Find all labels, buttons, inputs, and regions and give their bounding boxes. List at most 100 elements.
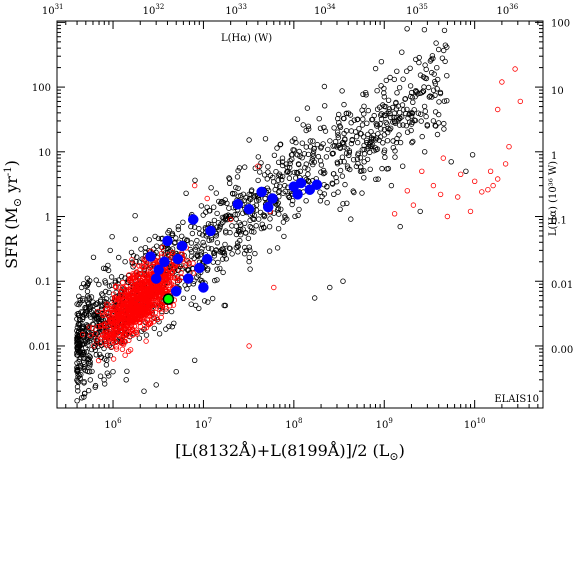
data-point-s1-1041	[104, 338, 110, 345]
data-point-s2-21	[295, 177, 307, 189]
data-point-s0-932	[246, 137, 252, 143]
data-point-s0-43	[107, 352, 114, 359]
data-point-s0-741	[361, 146, 367, 153]
data-point-s1-789	[156, 306, 163, 312]
data-point-s0-924	[423, 66, 429, 73]
data-point-s0-739	[115, 277, 122, 283]
data-point-s0-1322	[340, 201, 346, 207]
data-point-s0-319	[96, 281, 102, 288]
data-point-s0-477	[85, 387, 92, 394]
data-point-s1-1015	[136, 263, 142, 269]
data-point-s0-1251	[346, 149, 353, 156]
data-point-s0-1188	[388, 114, 394, 121]
y-axis-title-close: )	[2, 160, 21, 166]
data-point-s0-1214	[330, 181, 336, 187]
data-point-s1-1073	[255, 163, 261, 169]
data-point-s0-626	[293, 175, 299, 181]
data-point-s2-8	[183, 273, 194, 284]
data-point-s0-1334	[214, 277, 220, 283]
data-point-s0-619	[237, 192, 244, 199]
y-axis-title-sub: ⊙	[11, 198, 24, 207]
data-point-s0-1264	[218, 200, 224, 206]
data-point-s0-1137	[303, 161, 309, 167]
data-point-s0-919	[248, 228, 255, 235]
data-point-s0-1337	[76, 312, 82, 319]
data-point-s0-885	[322, 103, 328, 109]
data-point-s1-559	[127, 347, 134, 353]
data-point-s0-568	[360, 91, 366, 97]
data-point-s1-805	[153, 314, 159, 321]
data-point-s0-807	[311, 145, 317, 152]
data-point-s0-1168	[386, 106, 393, 112]
data-point-s0-1120	[359, 168, 365, 174]
data-point-s2-15	[243, 203, 255, 215]
data-point-s1-445	[122, 352, 128, 358]
data-point-s0-194	[430, 87, 437, 93]
data-point-s1-1069	[499, 79, 505, 85]
data-point-s0-1410	[191, 357, 198, 363]
data-point-s1-161	[95, 323, 101, 330]
data-point-s1-1020	[178, 269, 184, 276]
data-point-s0-573	[379, 165, 385, 172]
data-point-s1-860	[79, 331, 86, 338]
data-point-s0-1207	[97, 373, 104, 379]
data-point-s0-1157	[188, 240, 195, 246]
data-point-s1-872	[136, 279, 142, 285]
data-point-s0-566	[84, 355, 90, 362]
data-point-s0-1351	[350, 188, 356, 194]
data-point-s0-830	[308, 159, 315, 165]
data-point-s0-1232	[324, 184, 330, 190]
data-point-s0-1299	[303, 127, 309, 134]
data-point-s0-1114	[104, 370, 110, 376]
data-point-s0-181	[229, 223, 235, 229]
data-point-s0-240	[215, 259, 221, 266]
x-tick-label-4: 1010	[464, 417, 486, 431]
data-point-s1-491	[97, 341, 103, 347]
data-point-s0-1176	[146, 237, 152, 243]
data-point-s0-540	[256, 197, 262, 203]
data-point-s0-420	[375, 176, 381, 182]
data-point-s0-443	[267, 172, 274, 179]
data-point-s0-1311	[191, 255, 197, 261]
data-point-s0-1320	[217, 223, 223, 229]
data-point-s0-1225	[118, 273, 125, 280]
data-point-s2-0	[145, 251, 156, 262]
data-point-s0-923	[407, 83, 414, 89]
data-point-s1-1060	[485, 186, 491, 193]
data-point-s1-240	[185, 258, 191, 264]
data-point-s0-1113	[397, 115, 403, 122]
data-point-s0-70	[76, 293, 82, 299]
data-point-s1-1035	[130, 303, 136, 309]
data-point-s0-1301	[431, 71, 437, 77]
data-point-s0-1000	[163, 326, 169, 332]
data-point-s0-607	[214, 210, 220, 217]
data-point-s0-1386	[77, 332, 83, 339]
right-tick-label-1: 10	[551, 86, 564, 97]
data-point-s0-931	[439, 55, 446, 61]
data-point-s0-468	[107, 247, 113, 254]
data-point-s0-1335	[378, 83, 384, 89]
data-point-s0-1097	[334, 159, 340, 165]
data-point-s0-253	[397, 109, 403, 116]
data-point-s1-962	[142, 278, 148, 284]
data-point-s0-803	[421, 103, 428, 110]
data-point-s0-1028	[78, 284, 85, 291]
data-point-s0-881	[194, 252, 200, 259]
data-point-s0-643	[381, 126, 388, 133]
data-point-s0-32	[378, 116, 385, 122]
data-point-s0-1139	[204, 267, 211, 273]
data-point-s0-796	[314, 141, 320, 148]
data-point-s0-650	[199, 246, 205, 252]
data-point-s0-1257	[404, 129, 411, 135]
data-point-s1-968	[133, 272, 140, 278]
data-point-s0-1384	[102, 288, 109, 295]
data-point-s0-459	[382, 154, 388, 160]
data-point-s0-543	[396, 132, 402, 138]
data-point-s0-467	[258, 160, 264, 166]
data-point-s0-869	[361, 103, 367, 109]
data-point-s1-618	[89, 325, 96, 331]
data-point-s0-388	[196, 305, 202, 312]
data-point-s0-955	[426, 94, 432, 100]
data-point-s0-1224	[253, 198, 260, 204]
data-point-s0-658	[360, 116, 366, 122]
